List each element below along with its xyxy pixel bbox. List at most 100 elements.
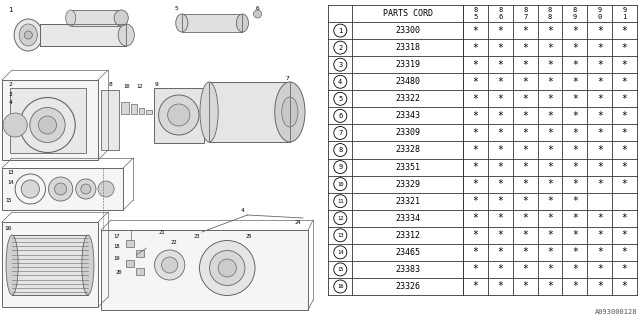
Text: *: * — [497, 213, 503, 223]
Text: *: * — [497, 94, 503, 104]
Text: 5: 5 — [338, 96, 342, 102]
Text: *: * — [497, 196, 503, 206]
Text: 7: 7 — [338, 130, 342, 136]
Text: 5: 5 — [175, 5, 179, 11]
Text: *: * — [547, 282, 553, 292]
Text: 9: 9 — [573, 14, 577, 20]
Text: *: * — [547, 94, 553, 104]
Text: *: * — [572, 128, 578, 138]
Text: 2: 2 — [338, 45, 342, 51]
Text: *: * — [596, 179, 603, 189]
Text: *: * — [621, 264, 627, 275]
Text: *: * — [572, 179, 578, 189]
Text: *: * — [621, 213, 627, 223]
Bar — [70, 10, 121, 26]
Text: 4: 4 — [8, 100, 12, 105]
Text: *: * — [472, 94, 478, 104]
Text: 23326: 23326 — [395, 282, 420, 291]
Ellipse shape — [49, 177, 73, 201]
Text: *: * — [596, 43, 603, 53]
Ellipse shape — [154, 250, 185, 280]
Text: 23322: 23322 — [395, 94, 420, 103]
Text: *: * — [472, 128, 478, 138]
Bar — [40, 24, 126, 46]
Text: *: * — [596, 77, 603, 87]
Text: 8: 8 — [108, 83, 112, 87]
Text: *: * — [572, 111, 578, 121]
Text: 8: 8 — [573, 7, 577, 13]
Text: *: * — [522, 264, 528, 275]
Text: *: * — [596, 60, 603, 70]
Text: 9: 9 — [623, 7, 627, 13]
Text: 9: 9 — [155, 82, 159, 86]
Text: *: * — [497, 77, 503, 87]
Text: 23328: 23328 — [395, 146, 420, 155]
Text: 23309: 23309 — [395, 128, 420, 138]
Bar — [140, 108, 145, 114]
Text: *: * — [497, 230, 503, 240]
Text: 8: 8 — [338, 147, 342, 153]
Text: 22: 22 — [170, 239, 177, 244]
Text: 8: 8 — [548, 7, 552, 13]
Text: *: * — [497, 26, 503, 36]
Bar — [209, 82, 290, 142]
Text: 1: 1 — [8, 7, 12, 13]
Text: *: * — [472, 196, 478, 206]
Text: *: * — [596, 230, 603, 240]
Ellipse shape — [6, 235, 18, 295]
Text: *: * — [472, 179, 478, 189]
Ellipse shape — [30, 108, 65, 142]
Text: *: * — [472, 230, 478, 240]
Ellipse shape — [54, 183, 67, 195]
Text: *: * — [621, 94, 627, 104]
Text: 1: 1 — [623, 14, 627, 20]
Text: 23351: 23351 — [395, 163, 420, 172]
Text: *: * — [596, 213, 603, 223]
Ellipse shape — [24, 31, 32, 39]
Text: *: * — [547, 60, 553, 70]
Ellipse shape — [236, 14, 248, 32]
Text: 10: 10 — [337, 182, 344, 187]
Text: *: * — [547, 145, 553, 155]
Text: *: * — [572, 162, 578, 172]
Ellipse shape — [200, 82, 218, 142]
Text: *: * — [547, 213, 553, 223]
Text: *: * — [596, 162, 603, 172]
Bar — [10, 88, 86, 153]
Text: *: * — [547, 264, 553, 275]
Text: 23465: 23465 — [395, 248, 420, 257]
Text: *: * — [596, 26, 603, 36]
Text: *: * — [522, 60, 528, 70]
Ellipse shape — [21, 180, 40, 198]
Text: 23321: 23321 — [395, 197, 420, 206]
Text: *: * — [596, 264, 603, 275]
Text: *: * — [547, 230, 553, 240]
Text: *: * — [572, 264, 578, 275]
Text: 23383: 23383 — [395, 265, 420, 274]
Text: *: * — [621, 128, 627, 138]
Text: *: * — [596, 145, 603, 155]
Text: 2: 2 — [8, 82, 12, 86]
Text: 15: 15 — [5, 197, 12, 203]
Text: *: * — [472, 264, 478, 275]
Text: *: * — [522, 43, 528, 53]
Text: *: * — [596, 94, 603, 104]
Text: *: * — [522, 179, 528, 189]
Text: 23: 23 — [194, 235, 200, 239]
Text: 18: 18 — [113, 244, 120, 250]
Text: 25: 25 — [245, 235, 252, 239]
Bar — [131, 104, 138, 114]
Text: 3: 3 — [8, 92, 12, 98]
Bar — [101, 90, 119, 150]
Text: *: * — [497, 111, 503, 121]
Text: *: * — [522, 230, 528, 240]
Text: *: * — [621, 247, 627, 257]
Text: *: * — [621, 145, 627, 155]
Text: *: * — [472, 43, 478, 53]
Text: *: * — [572, 196, 578, 206]
Text: *: * — [472, 282, 478, 292]
Text: 23334: 23334 — [395, 214, 420, 223]
Bar — [121, 102, 129, 114]
Bar — [2, 168, 124, 210]
Ellipse shape — [76, 179, 96, 199]
